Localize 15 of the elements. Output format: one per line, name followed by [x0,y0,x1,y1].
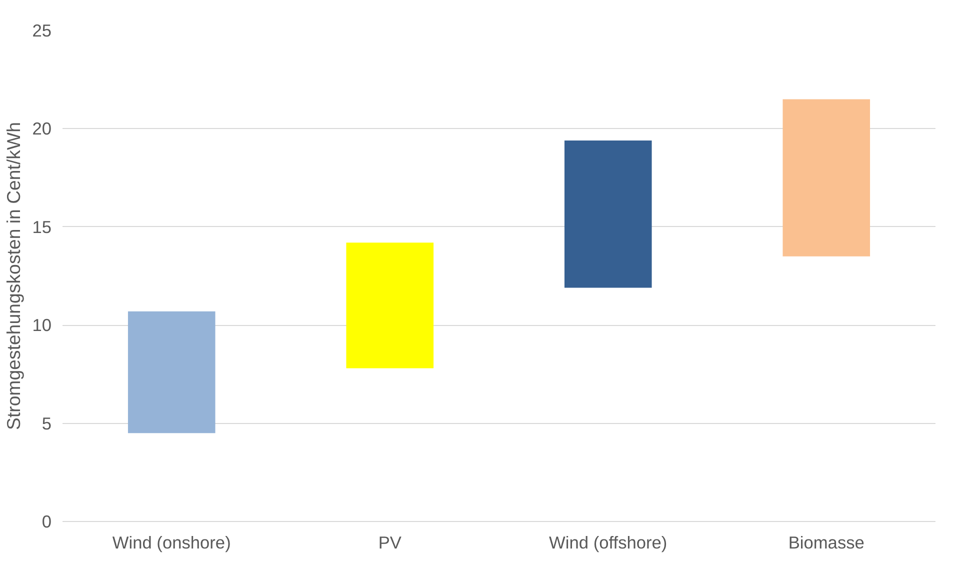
x-tick-label: Biomasse [788,532,864,552]
y-tick-label: 10 [32,315,52,336]
x-tick-label: Wind (onshore) [112,532,231,552]
x-tick-label: PV [378,532,402,552]
y-tick-label: 20 [32,118,52,139]
bar [782,99,870,256]
y-tick-label: 5 [42,413,52,434]
y-tick-label: 25 [32,20,52,40]
y-tick-label: 15 [32,216,52,237]
y-tick-label: 0 [42,512,52,532]
y-axis-title: Stromgestehungskosten in Cent/kWh [3,122,24,430]
bar [128,311,216,434]
bar [346,242,434,368]
bar [564,140,652,288]
x-tick-label: Wind (offshore) [549,532,668,552]
